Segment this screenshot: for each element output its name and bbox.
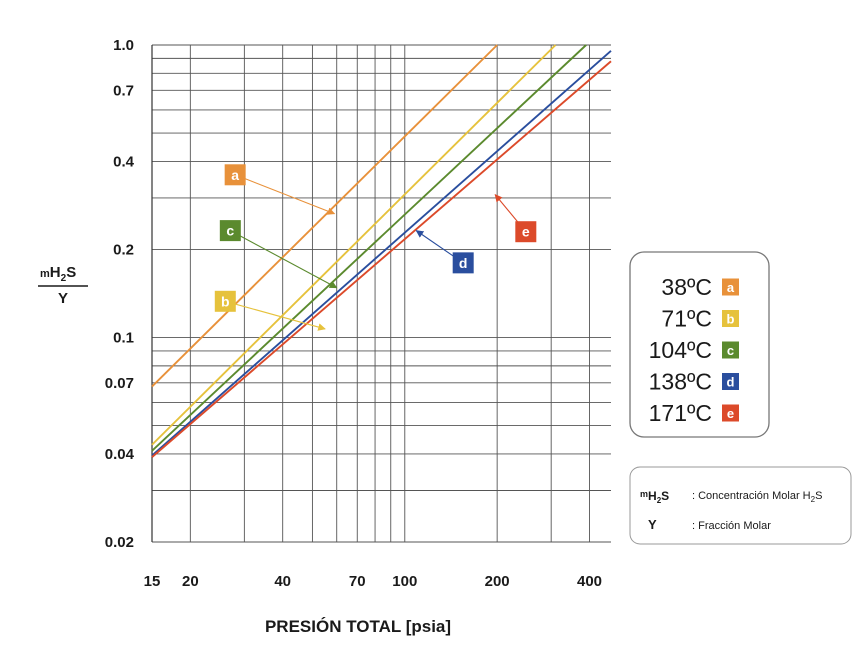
- legend-badge-label-e: e: [727, 406, 734, 421]
- annotation-badge-label-e: e: [522, 224, 530, 240]
- svg-text:mH2S: mH2S: [40, 264, 76, 284]
- series-line-e: [151, 60, 612, 458]
- def-m-text: : Concentración Molar H2S: [692, 490, 822, 504]
- legend-badge-b: [722, 310, 739, 327]
- x-tick-label: 70: [349, 573, 366, 590]
- grid: [151, 44, 611, 543]
- legend-badge-c: [722, 341, 739, 359]
- annotation-badge-b: [214, 290, 236, 312]
- series-line-c: [151, 44, 587, 452]
- annotation-badge-label-a: a: [231, 167, 239, 183]
- y-tick-label: 0.4: [113, 153, 135, 170]
- svg-text:Y: Y: [58, 290, 68, 307]
- legend-temp-b: 71ºC: [661, 306, 712, 332]
- legend-badge-label-a: a: [727, 280, 735, 295]
- legend-temp-e: 171ºC: [649, 400, 712, 426]
- series-lines: [151, 44, 612, 458]
- y-tick-label: 1.0: [113, 37, 134, 54]
- series-line-a: [151, 44, 498, 388]
- x-tick-label: 15: [144, 573, 161, 590]
- y-axis-label: mH2S Y: [38, 264, 88, 307]
- legend-temp-a: 38ºC: [661, 274, 712, 300]
- x-axis-label: PRESIÓN TOTAL [psia]: [265, 617, 451, 636]
- x-tick-label: 40: [274, 573, 291, 590]
- x-tick-label: 400: [577, 573, 602, 590]
- annotation-arrow-a: [234, 174, 336, 215]
- annotation-badge-label-d: d: [459, 255, 468, 271]
- series-line-d: [151, 50, 612, 457]
- legend-badge-e: [722, 404, 739, 422]
- annotation-badge-c: [219, 220, 241, 242]
- y-tick-label: 0.7: [113, 82, 134, 99]
- annotation-badge-e: [515, 221, 537, 243]
- tick-labels: 15 20 40 70 100 200 400 1.0 0.7 0.4 0.2 0.1 0.07 0.04…: [105, 37, 602, 590]
- legend-badge-label-c: c: [727, 343, 734, 358]
- y-tick-label: 0.02: [105, 534, 134, 551]
- definitions-box: [629, 466, 852, 545]
- y-tick-label: 0.04: [105, 446, 135, 463]
- legend-badge-a: [722, 278, 739, 296]
- annotation-arrow-c: [230, 230, 338, 289]
- legend-badge-d: [722, 373, 739, 390]
- legend: 38ºC a 71ºC b 104ºC c 138ºC d 171ºC e: [629, 251, 770, 438]
- def-m-symbol: mH2S: [640, 489, 669, 505]
- annotation-badge-label-b: b: [221, 293, 230, 309]
- legend-badge-label-d: d: [727, 375, 735, 390]
- x-tick-label: 200: [485, 573, 510, 590]
- legend-temp-c: 104ºC: [649, 337, 712, 363]
- y-tick-label: 0.2: [113, 241, 134, 258]
- annotation-badge-label-c: c: [226, 223, 234, 239]
- definitions: mH2S : Concentración Molar H2S Y : Fracc…: [629, 466, 852, 545]
- legend-box: [629, 251, 770, 438]
- series-annotations: a b c d e: [214, 164, 537, 331]
- y-tick-label: 0.07: [105, 375, 134, 392]
- annotation-badge-a: [224, 164, 246, 186]
- x-tick-label: 100: [392, 573, 417, 590]
- def-y-text: : Fracción Molar: [692, 520, 771, 532]
- legend-temp-d: 138ºC: [649, 369, 712, 395]
- x-tick-label: 20: [182, 573, 199, 590]
- legend-badge-label-b: b: [727, 312, 735, 327]
- series-line-b: [151, 44, 557, 446]
- annotation-badge-d: [452, 252, 474, 274]
- def-y-symbol: Y: [648, 517, 657, 532]
- annotation-arrow-b: [225, 300, 326, 331]
- y-tick-label: 0.1: [113, 330, 134, 347]
